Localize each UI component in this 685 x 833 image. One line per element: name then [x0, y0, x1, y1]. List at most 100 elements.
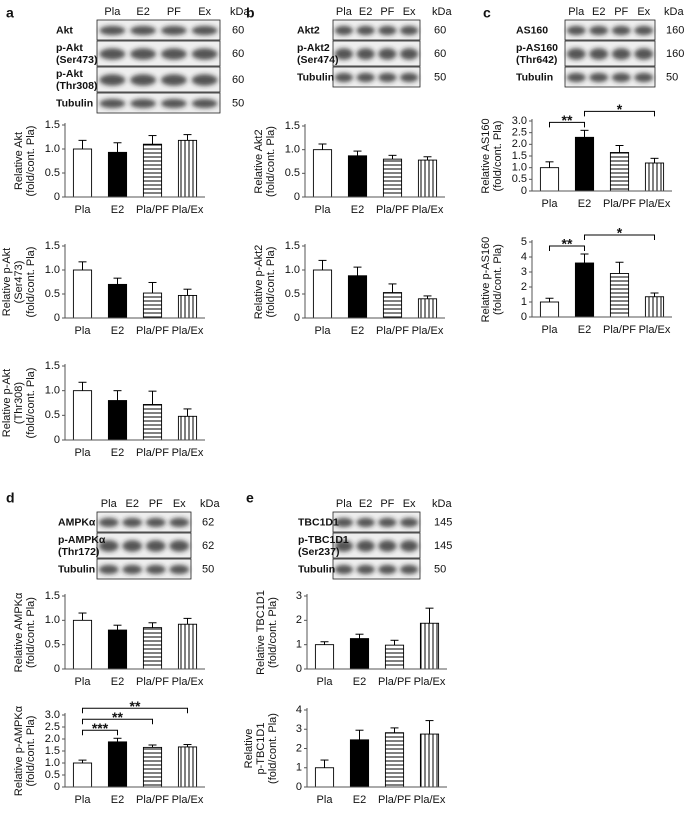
y-tick-label: 1.5: [285, 240, 300, 252]
lane-label: PF: [380, 498, 394, 510]
y-tick-label: 1.5: [45, 745, 60, 757]
blot-band: [130, 74, 157, 86]
blot-strip: [332, 558, 421, 580]
bar-chart: 0 1 2 3 4 Relative p-TBC1D1 (fold/cont. Pla) Pla…: [243, 704, 447, 806]
panel-letter: b: [246, 5, 255, 21]
x-tick-label: Pla: [75, 325, 92, 337]
y-tick-label: 3.0: [45, 709, 60, 721]
bar: [417, 298, 438, 319]
significance-label: *: [617, 225, 623, 241]
y-axis-label: Relative p-Akt: [1, 369, 13, 437]
x-tick-label: Pla/PF: [376, 204, 409, 216]
blot-band: [145, 517, 166, 528]
bar: [347, 275, 368, 319]
significance-bracket: [82, 729, 118, 736]
x-tick-label: Pla/Ex: [172, 204, 204, 216]
bar: [107, 629, 128, 670]
blot-band: [589, 25, 609, 36]
bar-chart: 0 0.5 1.0 1.5 Relative p-Akt (Thr308) (fold/co…: [1, 360, 205, 459]
bar: [574, 136, 595, 192]
blot-band: [611, 48, 631, 60]
bar: [107, 151, 128, 198]
y-tick-label: 0: [296, 781, 302, 793]
y-tick-label: 2.0: [512, 138, 527, 150]
bar: [107, 283, 128, 319]
x-tick-label: Pla/PF: [378, 794, 411, 806]
blot-band: [611, 25, 631, 36]
blot-strip: [96, 19, 221, 41]
y-tick-label: 1: [296, 639, 302, 651]
bar: [384, 732, 405, 788]
y-tick-label: 1.0: [45, 757, 60, 769]
blot-band: [99, 25, 126, 36]
lane-label: Ex: [637, 6, 650, 18]
blot-band: [399, 72, 419, 83]
y-tick-label: 3: [296, 590, 302, 602]
blot-band: [566, 72, 586, 83]
blot-row-label: (Thr308): [56, 80, 97, 92]
significance-label: ***: [92, 720, 109, 736]
bar: [419, 733, 440, 788]
blot-band: [122, 564, 143, 575]
blot-band: [634, 72, 654, 83]
lane-label: Ex: [403, 6, 416, 18]
kda-value: 60: [232, 24, 244, 36]
blot-strip: [96, 558, 192, 580]
blot-row-label: p-Akt2: [297, 42, 330, 54]
blot-row-label: p-TBC1D1: [298, 534, 349, 546]
blot-row-label: (Ser474): [297, 54, 338, 66]
lane-label: Ex: [198, 6, 211, 18]
blot-band: [99, 98, 126, 109]
y-tick-label: 1.5: [512, 150, 527, 162]
y-axis-label: (fold/cont. Pla): [492, 121, 504, 192]
bar-chart: 0 0.5 1.0 1.5 Relative p-Akt (Ser473) (fold/co…: [1, 240, 205, 337]
y-axis-label: Relative p-Akt2: [253, 245, 265, 320]
y-tick-label: 0: [294, 312, 300, 324]
blot-band: [378, 564, 397, 575]
bar: [72, 148, 93, 198]
x-tick-label: Pla/Ex: [412, 325, 444, 337]
y-tick-label: 0.5: [45, 409, 60, 421]
x-tick-label: E2: [111, 204, 124, 216]
lane-label: E2: [126, 498, 139, 510]
y-tick-label: 0: [54, 312, 60, 324]
y-tick-label: 0.5: [45, 639, 60, 651]
y-tick-label: 1.5: [45, 240, 60, 252]
blot-row-label: p-AS160: [516, 42, 558, 54]
blot-row-label: Tubulin: [298, 563, 335, 575]
blot-band: [334, 564, 354, 575]
x-tick-label: Pla: [75, 204, 92, 216]
blot-row-label: AS160: [516, 24, 548, 36]
blot-row-label: Tubulin: [58, 563, 95, 575]
y-tick-label: 0.5: [45, 167, 60, 179]
blot-band: [378, 25, 397, 36]
y-tick-label: 0: [54, 191, 60, 203]
y-tick-label: 2: [521, 281, 527, 293]
blot-band: [130, 48, 157, 60]
blot-band: [98, 564, 119, 575]
bar: [609, 273, 630, 318]
x-tick-label: Pla/Ex: [172, 676, 204, 688]
bar: [312, 269, 333, 319]
panel-letter: a: [6, 5, 14, 21]
y-axis-label: Relative TBC1D1: [255, 590, 267, 675]
blot-row-label: (Ser237): [298, 546, 339, 558]
bar: [349, 638, 370, 670]
y-axis-label: (fold/cont. Pla): [25, 597, 37, 668]
lane-label: Pla: [336, 6, 353, 18]
blot-band: [160, 98, 187, 109]
bar: [177, 139, 198, 198]
lane-label: Pla: [104, 6, 121, 18]
y-tick-label: 0.5: [45, 288, 60, 300]
bar-chart: 0 1 2 3 4 5 Relative p-AS160 (fold/cont. Pla) Pl…: [480, 225, 672, 336]
x-tick-label: E2: [111, 325, 124, 337]
y-tick-label: 0: [54, 663, 60, 675]
blot-band: [334, 517, 354, 528]
blot-band: [399, 517, 419, 528]
significance-bracket: [584, 234, 655, 240]
blot-band: [378, 540, 397, 552]
blot-band: [160, 74, 187, 86]
y-tick-label: 1: [296, 762, 302, 774]
bar: [314, 644, 335, 670]
blot-band: [399, 25, 419, 36]
